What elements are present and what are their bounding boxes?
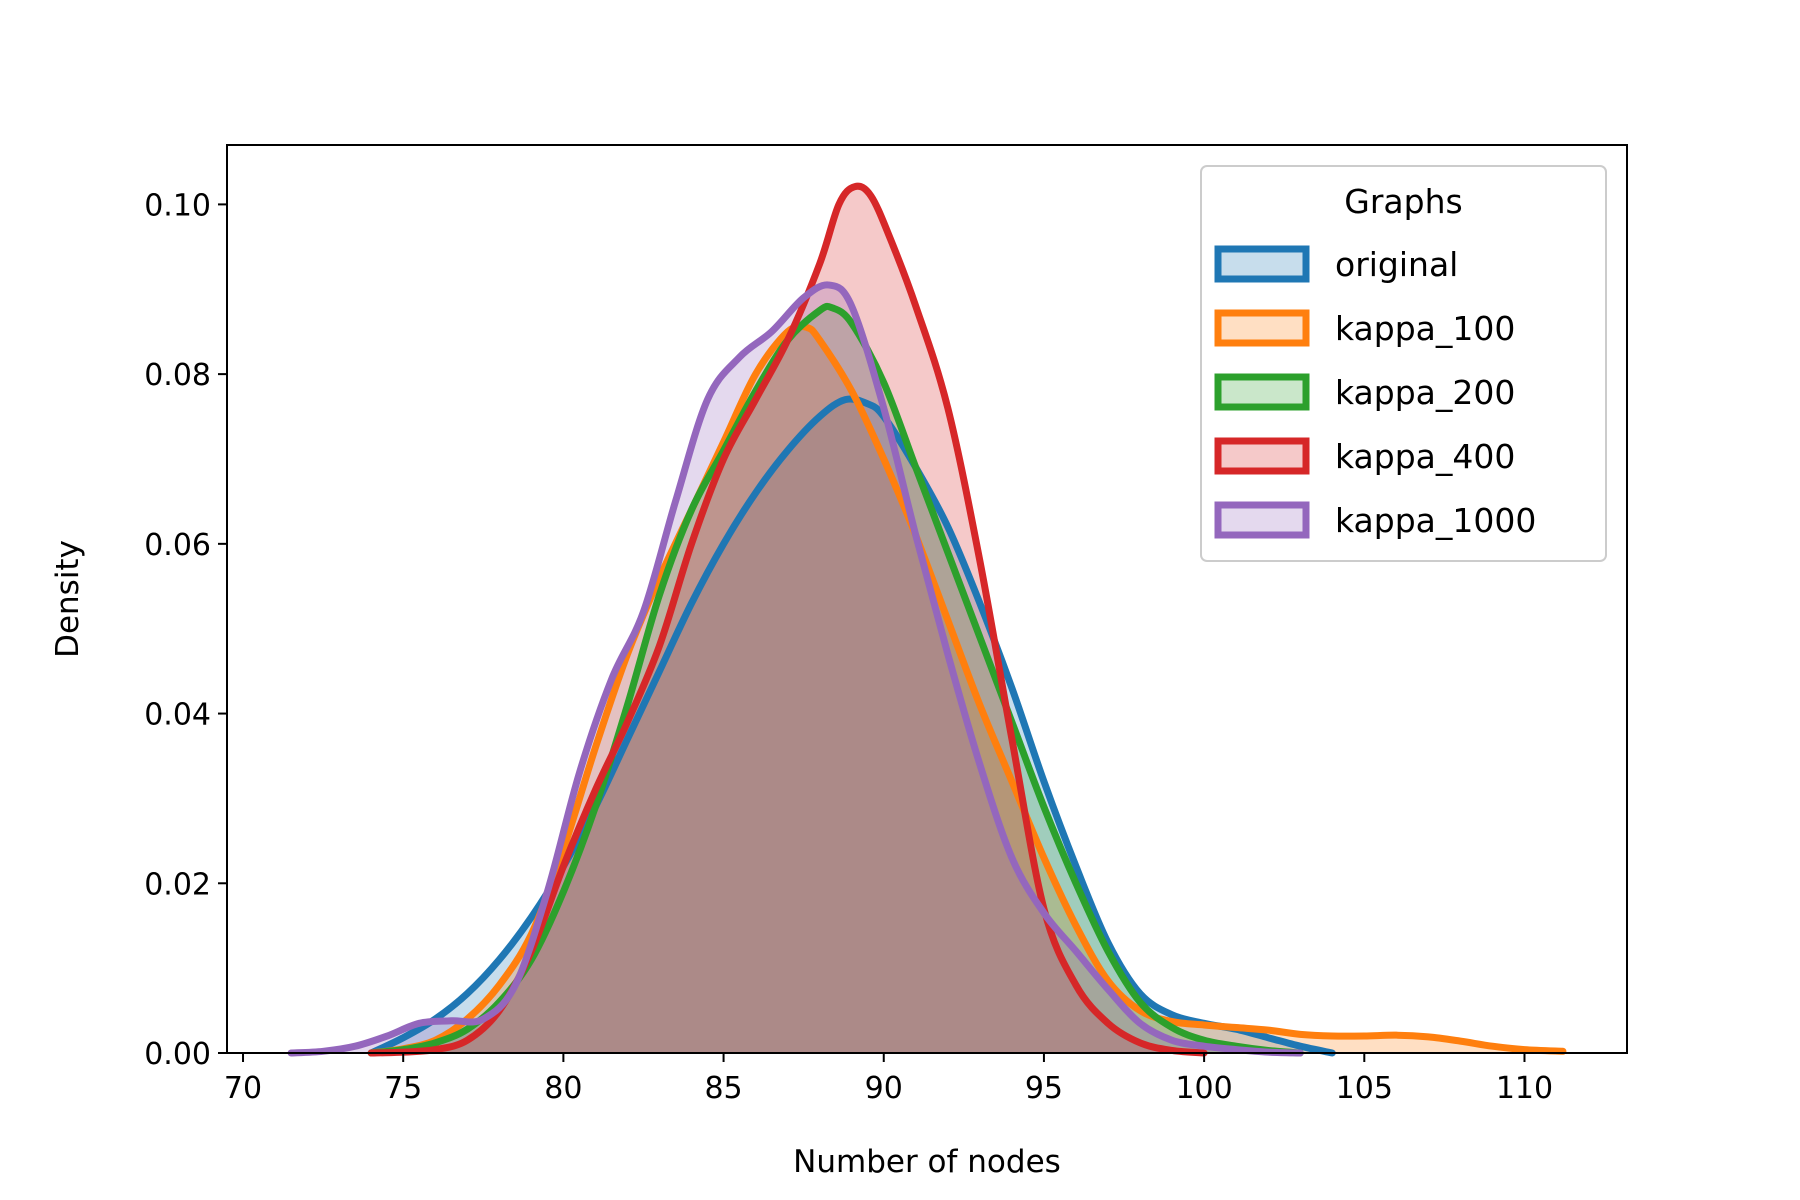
legend-item-original: original	[1214, 245, 1458, 284]
density-curves	[287, 182, 1567, 1057]
y-tick-label: 0.08	[144, 358, 211, 393]
y-tick-label: 0.02	[144, 867, 211, 902]
legend-title: Graphs	[1344, 182, 1462, 221]
x-tick-label: 85	[704, 1071, 742, 1106]
density-fill-original	[371, 398, 1333, 1053]
legend-swatch	[1214, 309, 1310, 347]
x-tick-label: 80	[544, 1071, 582, 1106]
density-fill-kappa-100	[371, 326, 1563, 1054]
legend-swatch	[1214, 501, 1310, 539]
y-axis-ticks: 0.00 0.02 0.04 0.06 0.08 0.10	[144, 188, 227, 1072]
x-tick-label: 95	[1025, 1071, 1063, 1106]
y-tick-label: 0.04	[144, 698, 211, 733]
y-tick-label: 0.06	[144, 528, 211, 563]
y-tick-label: 0.10	[144, 188, 211, 223]
legend-label: kappa_200	[1335, 373, 1515, 412]
density-line-kappa-200	[367, 302, 1304, 1057]
legend-box	[1200, 165, 1607, 562]
density-line-kappa-100	[367, 322, 1567, 1057]
legend-label: kappa_1000	[1335, 501, 1536, 540]
x-tick-label: 70	[224, 1071, 262, 1106]
density-line-kappa-1000	[287, 281, 1304, 1057]
legend-swatch	[1214, 437, 1310, 475]
legend-item-kappa-200: kappa_200	[1214, 373, 1515, 412]
legend-label: kappa_400	[1335, 437, 1515, 476]
legend-label: kappa_100	[1335, 309, 1515, 348]
legend-item-kappa-400: kappa_400	[1214, 437, 1515, 476]
legend-item-kappa-1000: kappa_1000	[1214, 501, 1536, 540]
x-axis-label: Number of nodes	[793, 1144, 1061, 1180]
density-lines	[287, 182, 1567, 1057]
x-tick-label: 90	[865, 1071, 903, 1106]
y-tick-label: 0.00	[144, 1037, 211, 1072]
legend-swatch	[1214, 245, 1310, 283]
density-fill-kappa-1000	[291, 284, 1301, 1053]
legend-item-kappa-100: kappa_100	[1214, 309, 1515, 348]
x-tick-label: 110	[1496, 1071, 1553, 1106]
legend: Graphs original kappa_100 kappa_200 kappa_40…	[1200, 165, 1607, 562]
legend-swatch	[1214, 373, 1310, 411]
legend-label: original	[1335, 245, 1458, 284]
x-tick-label: 100	[1175, 1071, 1232, 1106]
x-tick-label: 105	[1336, 1071, 1393, 1106]
x-tick-label: 75	[384, 1071, 422, 1106]
x-axis-ticks: 70 75 80 85 90 95 100 105 110	[224, 1053, 1553, 1106]
y-axis-label: Density	[50, 540, 86, 658]
plot-frame	[226, 144, 1628, 1054]
